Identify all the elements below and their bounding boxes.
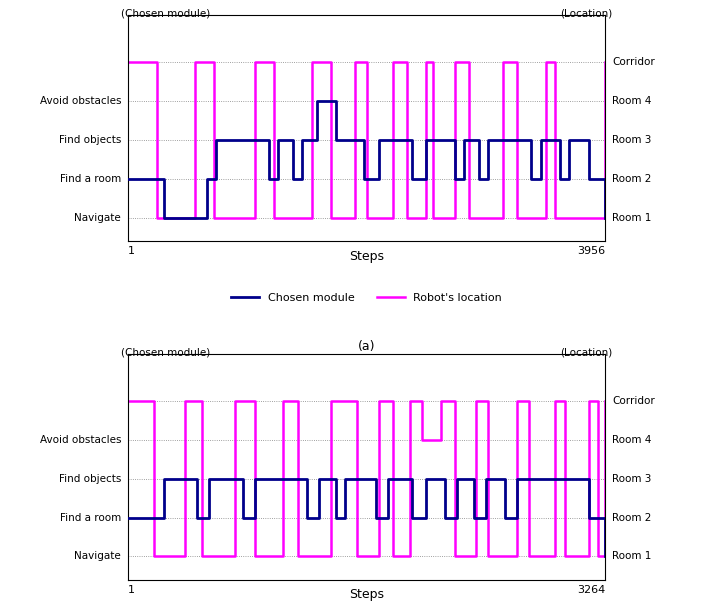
- Text: (Chosen module): (Chosen module): [121, 9, 210, 19]
- Text: Find a room: Find a room: [60, 513, 121, 522]
- Text: Room 3: Room 3: [612, 474, 651, 484]
- Text: Steps: Steps: [349, 588, 384, 602]
- Legend: Chosen module, Robot's location: Chosen module, Robot's location: [226, 289, 507, 307]
- Text: 1: 1: [128, 246, 135, 255]
- Text: Room 3: Room 3: [612, 135, 651, 145]
- Text: Find objects: Find objects: [58, 474, 121, 484]
- Text: Room 1: Room 1: [612, 551, 651, 562]
- Text: Navigate: Navigate: [74, 213, 121, 223]
- Text: Room 4: Room 4: [612, 96, 651, 106]
- Text: Steps: Steps: [349, 249, 384, 263]
- Text: (a): (a): [358, 341, 375, 353]
- Text: Navigate: Navigate: [74, 551, 121, 562]
- Text: 3956: 3956: [577, 246, 605, 255]
- Text: (Location): (Location): [560, 348, 612, 358]
- Text: Find a room: Find a room: [60, 174, 121, 184]
- Text: 1: 1: [128, 585, 135, 594]
- Text: Corridor: Corridor: [612, 57, 655, 67]
- Text: Room 4: Room 4: [612, 435, 651, 445]
- Text: (Location): (Location): [560, 9, 612, 19]
- Text: Room 2: Room 2: [612, 174, 651, 184]
- Text: 3264: 3264: [577, 585, 605, 594]
- Text: Corridor: Corridor: [612, 396, 655, 406]
- Text: Room 1: Room 1: [612, 213, 651, 223]
- Text: Room 2: Room 2: [612, 513, 651, 522]
- Text: Avoid obstacles: Avoid obstacles: [39, 435, 121, 445]
- Text: Avoid obstacles: Avoid obstacles: [39, 96, 121, 106]
- Text: (Chosen module): (Chosen module): [121, 348, 210, 358]
- Text: Find objects: Find objects: [58, 135, 121, 145]
